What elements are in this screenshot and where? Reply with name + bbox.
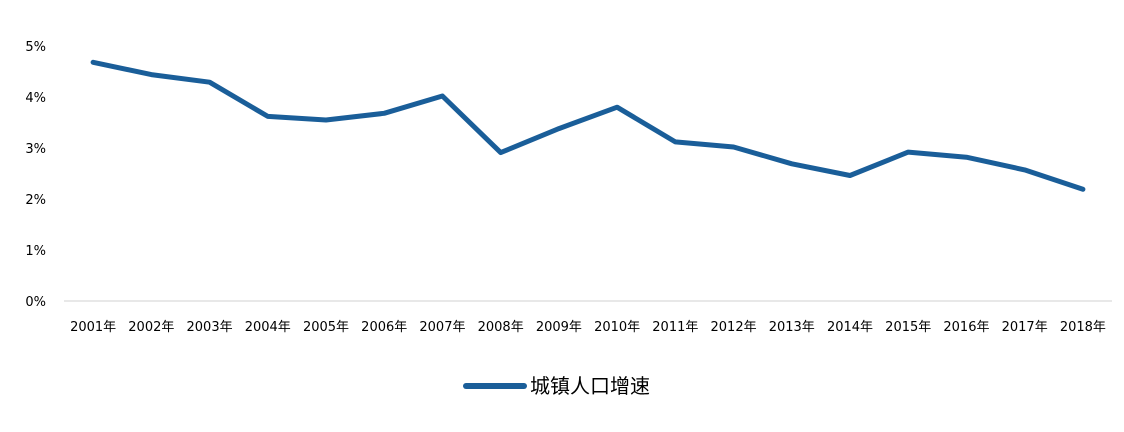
x-tick-label: 2004年	[245, 320, 291, 335]
x-tick-label: 2001年	[70, 320, 116, 335]
legend-label: 城镇人口增速	[530, 374, 650, 398]
x-tick-label: 2015年	[885, 320, 931, 335]
y-tick-label: 3%	[25, 142, 46, 157]
x-tick-label: 2014年	[827, 320, 873, 335]
series-layer	[90, 59, 1086, 192]
x-tick-label: 2006年	[361, 320, 407, 335]
x-tick-label: 2003年	[187, 320, 233, 335]
y-tick-label: 0%	[25, 295, 46, 310]
legend: 城镇人口增速	[463, 374, 650, 398]
x-tick-label: 2018年	[1060, 320, 1106, 335]
y-tick-label: 4%	[25, 91, 46, 106]
x-tick-label: 2007年	[419, 320, 465, 335]
series-line	[90, 59, 1086, 192]
x-tick-label: 2009年	[536, 320, 582, 335]
x-tick-label: 2010年	[594, 320, 640, 335]
y-tick-label: 5%	[25, 40, 46, 55]
x-tick-label: 2017年	[1002, 320, 1048, 335]
x-tick-label: 2011年	[652, 320, 698, 335]
x-tick-label: 2005年	[303, 320, 349, 335]
x-tick-label: 2012年	[711, 320, 757, 335]
x-axis-ticks: 2001年 2002年 2003年 2004年 2005年 2006年 2007年 2008年…	[70, 320, 1106, 335]
x-tick-label: 2016年	[943, 320, 989, 335]
y-tick-label: 1%	[25, 244, 46, 259]
y-tick-label: 2%	[25, 193, 46, 208]
x-tick-label: 2013年	[769, 320, 815, 335]
x-tick-label: 2002年	[128, 320, 174, 335]
y-axis-ticks: 0% 1% 2% 3% 4% 5%	[25, 40, 46, 310]
x-tick-label: 2008年	[478, 320, 524, 335]
